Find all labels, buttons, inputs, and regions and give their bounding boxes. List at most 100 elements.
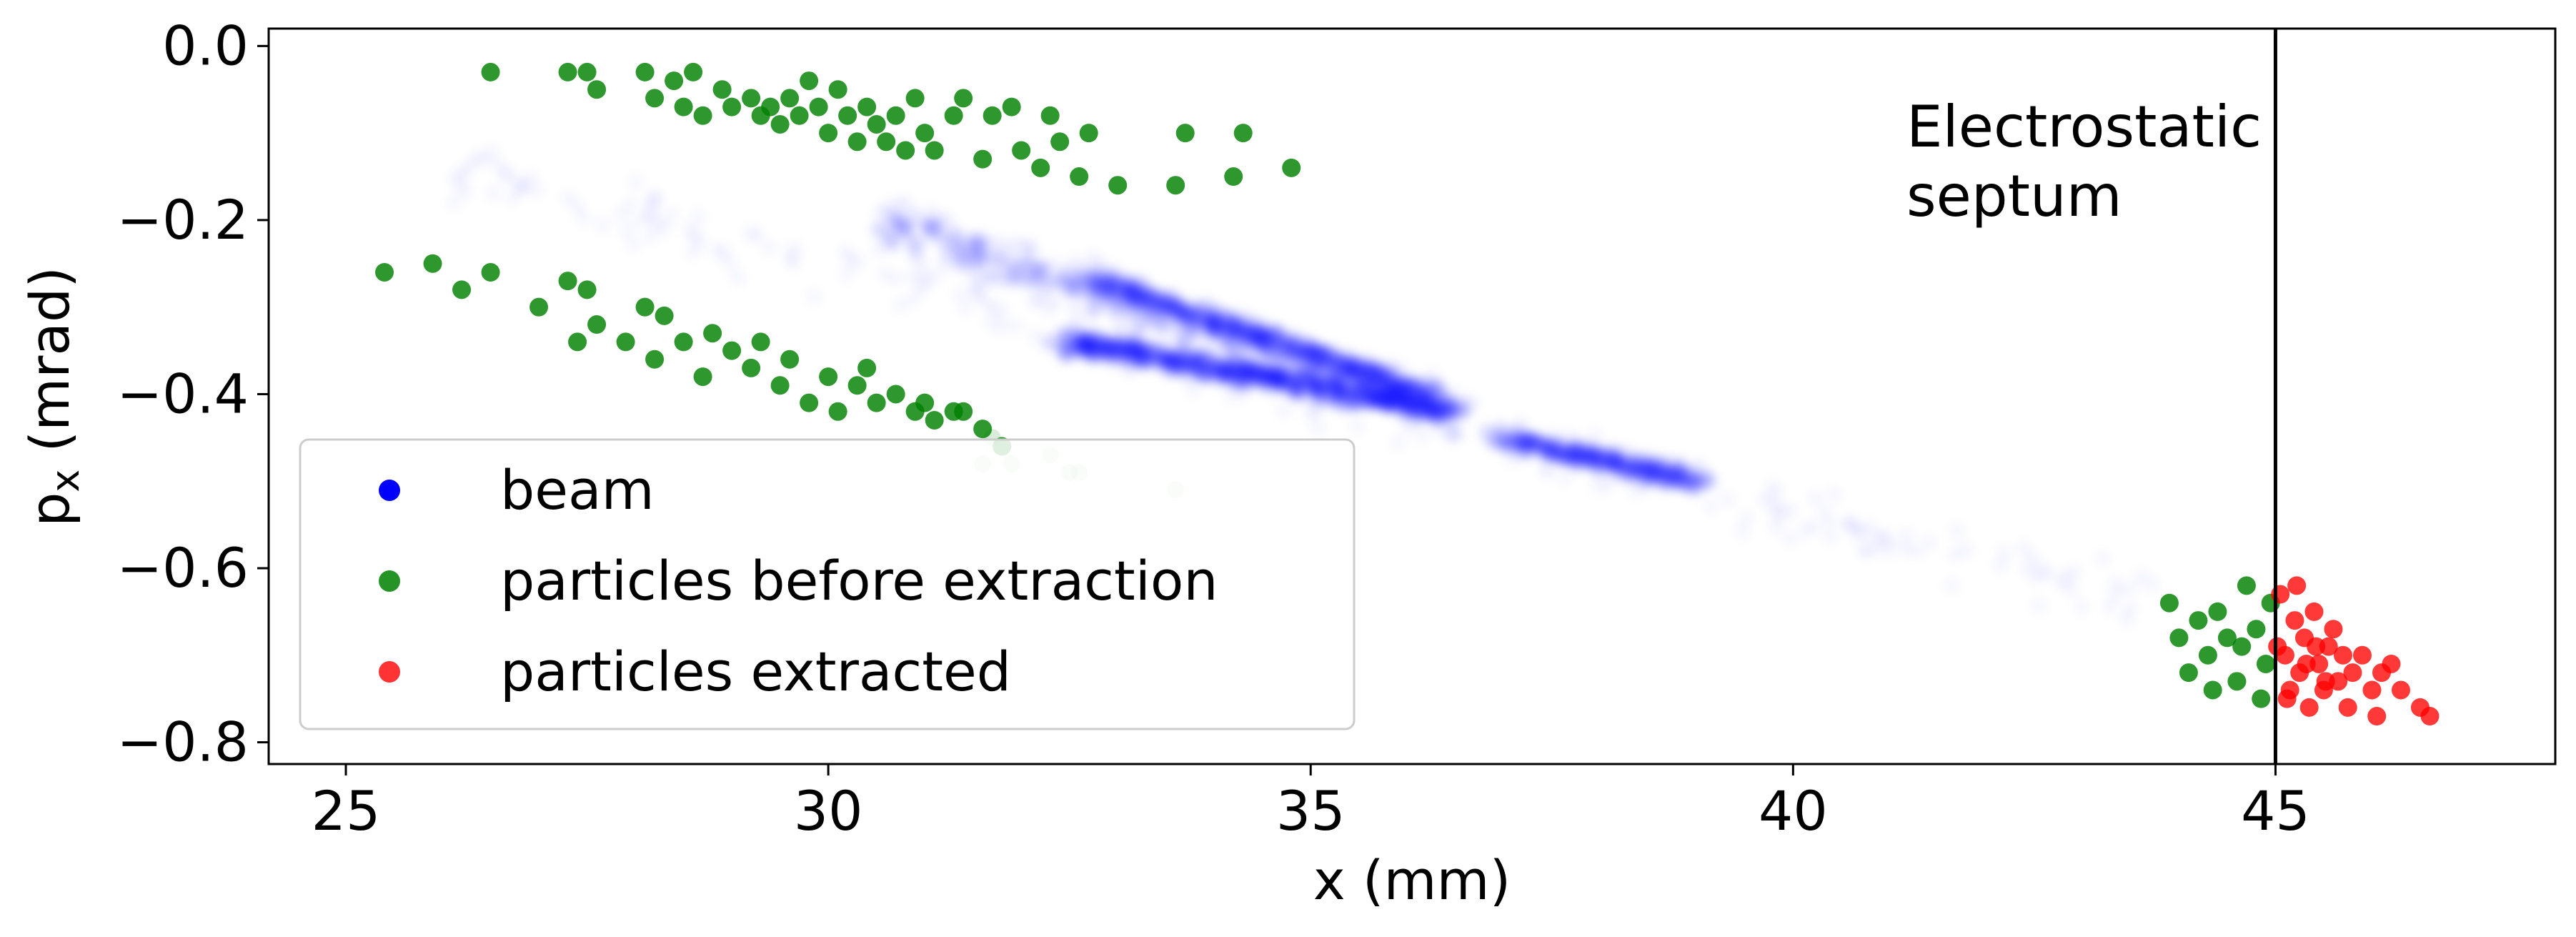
before-extraction-point xyxy=(761,97,780,116)
beam-point xyxy=(1133,316,1151,334)
beam-point xyxy=(1822,528,1839,545)
before-extraction-point xyxy=(674,332,693,352)
beam-point xyxy=(1027,292,1045,310)
extracted-point xyxy=(2333,645,2352,665)
beam-point xyxy=(475,151,492,168)
before-extraction-point xyxy=(423,254,442,273)
before-extraction-point xyxy=(896,141,915,160)
before-extraction-point xyxy=(2179,663,2198,683)
beam-point xyxy=(838,266,855,283)
beam-point xyxy=(952,254,970,272)
before-extraction-point xyxy=(925,410,944,430)
extracted-point xyxy=(2268,637,2287,656)
beam-point xyxy=(1175,301,1193,319)
beam-point xyxy=(1258,365,1275,383)
beam-point xyxy=(993,304,1010,321)
legend-marker-beam xyxy=(379,480,400,501)
beam-point xyxy=(1390,433,1407,450)
y-tick-label: 0.0 xyxy=(162,14,249,77)
beam-point xyxy=(2102,598,2119,615)
before-extraction-point xyxy=(481,62,500,81)
before-extraction-point xyxy=(954,89,973,108)
before-extraction-point xyxy=(877,132,896,152)
before-extraction-point xyxy=(2198,645,2217,665)
before-extraction-points xyxy=(375,62,2280,708)
before-extraction-point xyxy=(2159,593,2179,613)
beam-point xyxy=(1448,425,1466,443)
before-extraction-point xyxy=(800,393,819,412)
beam-point xyxy=(1040,335,1058,353)
beam-point xyxy=(1257,335,1275,353)
before-extraction-point xyxy=(2217,628,2237,648)
beam-point xyxy=(1046,292,1064,310)
beam-point xyxy=(613,206,630,223)
before-extraction-point xyxy=(867,114,886,134)
before-extraction-point xyxy=(2203,680,2222,700)
beam-point xyxy=(903,268,920,285)
beam-point xyxy=(967,273,985,291)
y-tick-label: −0.8 xyxy=(116,710,249,774)
x-tick-label: 30 xyxy=(794,779,863,843)
extracted-point xyxy=(2382,654,2401,673)
beam-point xyxy=(1435,407,1453,425)
x-tick-label: 40 xyxy=(1759,779,1828,843)
before-extraction-point xyxy=(587,80,607,99)
before-extraction-point xyxy=(780,349,800,369)
beam-point xyxy=(1896,540,1914,557)
beam-point xyxy=(1428,381,1446,399)
beam-point xyxy=(1640,467,1658,485)
y-axis-label: px (mrad) xyxy=(18,267,88,527)
before-extraction-point xyxy=(847,132,867,152)
before-extraction-point xyxy=(2169,628,2189,648)
legend-marker-before xyxy=(379,570,400,592)
beam-point xyxy=(1515,435,1533,453)
before-extraction-point xyxy=(587,315,607,334)
beam-point xyxy=(1871,530,1889,547)
beam-point xyxy=(900,214,917,232)
beam-point xyxy=(685,243,702,260)
before-extraction-point xyxy=(645,89,665,108)
before-extraction-point xyxy=(665,71,684,91)
beam-point xyxy=(1839,515,1856,532)
before-extraction-point xyxy=(693,106,712,125)
beam-point xyxy=(1335,357,1353,375)
before-extraction-point xyxy=(1233,124,1253,143)
x-axis-label: x (mm) xyxy=(1313,848,1511,912)
extracted-point xyxy=(2297,654,2316,673)
beam-point xyxy=(1541,442,1559,460)
beam-point xyxy=(627,174,645,191)
beam-point xyxy=(1826,486,1843,503)
before-extraction-point xyxy=(2247,620,2266,639)
before-extraction-point xyxy=(1079,124,1098,143)
before-extraction-point xyxy=(1050,132,1070,152)
beam-point xyxy=(761,239,778,257)
beam-point xyxy=(2144,575,2161,593)
before-extraction-point xyxy=(1108,176,1128,195)
beam-point xyxy=(883,227,901,245)
beam-point xyxy=(1384,383,1402,401)
beam-point xyxy=(1694,474,1711,492)
beam-point xyxy=(446,193,463,210)
beam-point xyxy=(2053,574,2070,591)
beam-point xyxy=(730,269,747,287)
extracted-point xyxy=(2287,576,2307,595)
before-extraction-point xyxy=(645,349,665,369)
beam-point xyxy=(1942,577,1959,594)
x-tick-label: 35 xyxy=(1276,779,1346,843)
beam-point xyxy=(1592,454,1610,472)
beam-point xyxy=(1114,327,1132,344)
before-extraction-point xyxy=(954,402,973,421)
beam-cloud xyxy=(446,151,2161,615)
beam-point xyxy=(1781,530,1799,547)
beam-point xyxy=(1021,268,1039,286)
before-extraction-point xyxy=(635,62,655,81)
beam-point xyxy=(1316,354,1333,372)
before-extraction-point xyxy=(2227,672,2247,691)
beam-point xyxy=(1381,367,1398,385)
extracted-point xyxy=(2420,707,2440,726)
legend-marker-extracted xyxy=(379,661,400,683)
beam-point xyxy=(1408,381,1426,399)
beam-point xyxy=(1275,402,1292,419)
beam-point xyxy=(642,228,660,245)
